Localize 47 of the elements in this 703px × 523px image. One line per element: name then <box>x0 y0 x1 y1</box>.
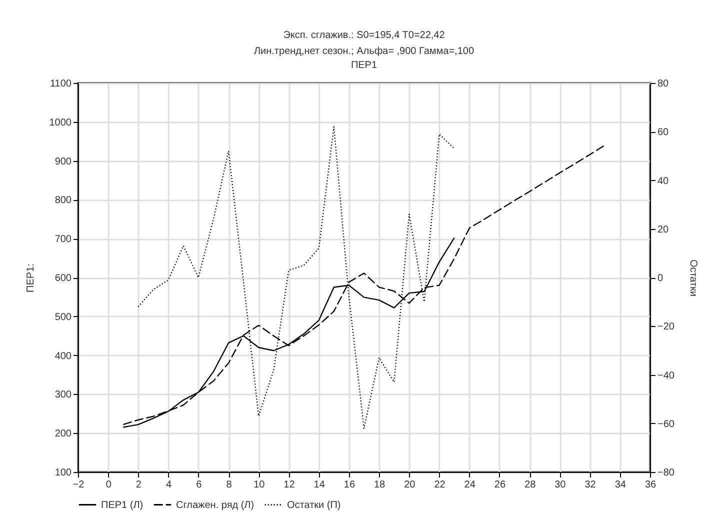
y-tick-label: 1000 <box>49 117 72 128</box>
y-axis-title: ПЕР1: <box>25 264 36 292</box>
x-tick-label: −2 <box>72 480 85 490</box>
y2-tick-label: 40 <box>658 176 670 187</box>
x-tick-label: 14 <box>314 480 326 490</box>
y2-tick-label: −40 <box>658 370 675 382</box>
x-tick-label: 6 <box>196 480 202 490</box>
y2-axis-title: Остатки <box>687 259 698 297</box>
y2-tick-label: −60 <box>658 418 675 430</box>
y2-tick-label: 20 <box>658 224 670 236</box>
x-tick-label: 22 <box>434 480 446 490</box>
x-tick-label: 2 <box>136 480 142 490</box>
chart-subtitle: ПЕР1 <box>350 60 378 71</box>
x-tick-label: 30 <box>554 480 566 490</box>
y-tick-label: 200 <box>54 428 72 440</box>
y-tick-label: 600 <box>54 273 72 284</box>
x-tick-label: 24 <box>464 480 476 490</box>
x-tick-label: 12 <box>284 480 296 490</box>
y-tick-label: 300 <box>54 390 72 401</box>
x-tick-label: 8 <box>226 480 232 490</box>
y-tick-label: 400 <box>54 350 72 362</box>
y2-tick-label: 60 <box>658 127 670 138</box>
x-tick-label: 10 <box>254 480 266 490</box>
legend-label: Сглажен. ряд (Л) <box>176 500 254 511</box>
x-tick-label: 28 <box>524 480 536 490</box>
legend-label: ПЕР1 (Л) <box>101 500 144 511</box>
x-tick-label: 36 <box>644 480 656 490</box>
x-tick-label: 0 <box>106 480 112 490</box>
y2-tick-label: −80 <box>658 468 675 478</box>
legend-label: Остатки (П) <box>287 500 341 511</box>
y2-tick-label: 0 <box>658 273 664 284</box>
x-tick-label: 16 <box>344 480 356 490</box>
x-tick-label: 20 <box>404 480 416 490</box>
y2-tick-label: 80 <box>658 78 670 90</box>
y-tick-label: 800 <box>54 195 72 206</box>
x-tick-label: 26 <box>494 480 506 490</box>
y2-tick-label: −20 <box>658 322 675 333</box>
y-tick-label: 500 <box>54 312 72 323</box>
y-tick-label: 900 <box>54 156 72 168</box>
y-tick-label: 1100 <box>50 78 72 90</box>
x-tick-label: 34 <box>614 480 626 490</box>
y-tick-label: 100 <box>54 468 72 478</box>
x-tick-label: 18 <box>374 480 386 490</box>
chart-title: Эксп. сглажив.: S0=195,4 T0=22,42 Лин.тренд,нет сезон.; Альфа= ,900 Гамма=,100 <box>254 30 474 57</box>
x-tick-label: 32 <box>584 480 596 490</box>
x-tick-label: 4 <box>166 480 172 490</box>
y-tick-label: 700 <box>54 234 72 246</box>
